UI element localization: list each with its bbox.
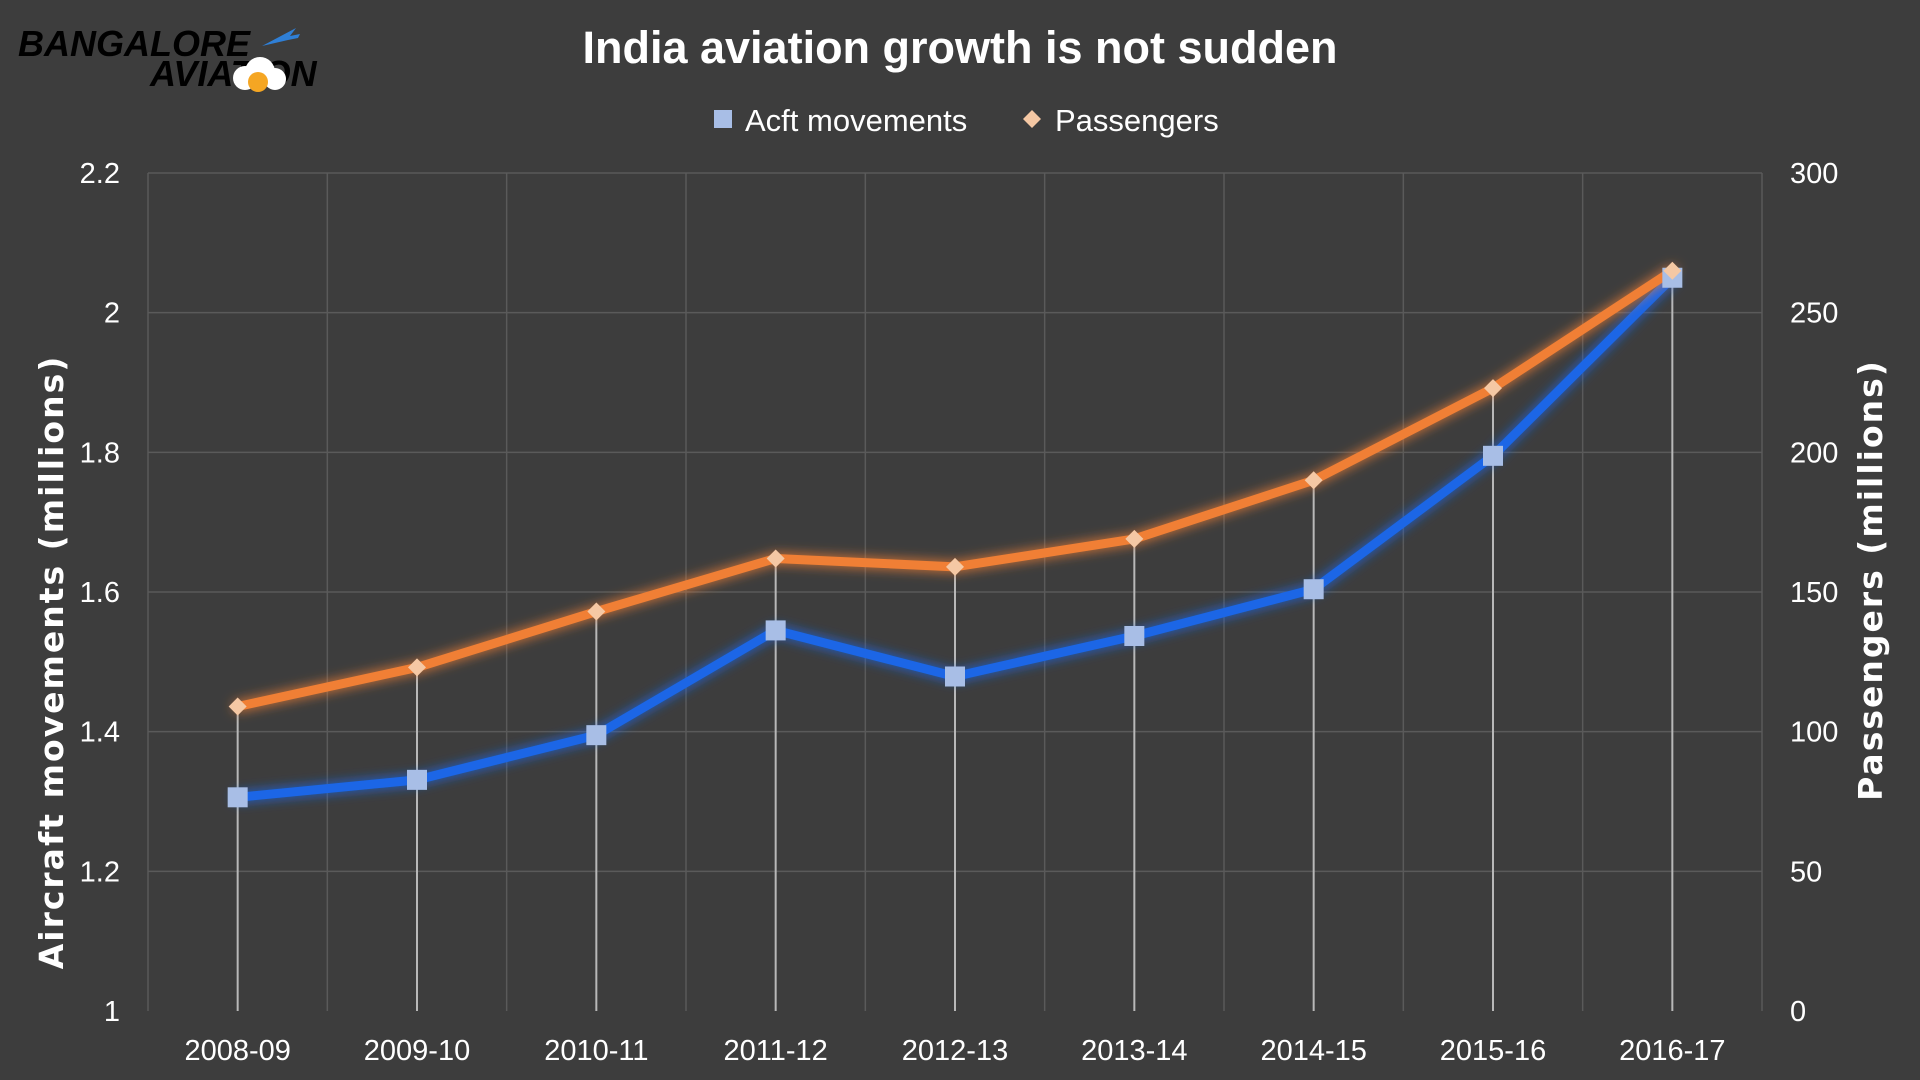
- legend-item-passengers: Passengers: [1006, 103, 1219, 138]
- data-point-acft-movements: [1303, 579, 1324, 600]
- x-tick-label: 2015-16: [1440, 1035, 1546, 1067]
- logo-line2: AVIATION: [149, 53, 318, 94]
- y-right-tick-label: 150: [1790, 577, 1838, 609]
- legend: Acft movements Passengers: [698, 103, 1219, 138]
- logo-line1: BANGALORE: [18, 23, 251, 64]
- x-tick-label: 2014-15: [1260, 1035, 1366, 1067]
- y-left-tick-label: 1.2: [80, 856, 120, 888]
- data-point-passengers: [766, 549, 785, 568]
- y-left-tick-label: 1: [104, 996, 120, 1028]
- y-left-tick-label: 2.2: [80, 158, 120, 190]
- airplane-icon: [262, 28, 300, 46]
- bangalore-aviation-logo: BANGALORE AVIATION: [18, 23, 318, 94]
- y-left-tick-label: 2: [104, 298, 120, 330]
- tick-labels: 1 0 1.2 50 1.4 100 1.6 150 1.8 200 2 250 2.2 300 2008-…: [80, 158, 1839, 1067]
- data-point-acft-movements: [586, 725, 607, 746]
- legend-label-passengers: Passengers: [1055, 103, 1219, 138]
- y-right-tick-label: 50: [1790, 856, 1822, 888]
- legend-marker-passengers: [1023, 110, 1041, 128]
- data-point-acft-movements: [407, 769, 427, 790]
- y-axis-left-title: Aircraft movements (millions): [32, 355, 71, 970]
- x-tick-label: 2010-11: [544, 1035, 648, 1067]
- legend-marker-acft-movements: [714, 110, 732, 128]
- data-point-passengers: [1304, 471, 1323, 490]
- x-tick-label: 2016-17: [1619, 1035, 1725, 1067]
- data-point-acft-movements: [1483, 445, 1503, 466]
- y-right-tick-label: 200: [1790, 437, 1838, 469]
- y-left-tick-label: 1.4: [80, 717, 120, 749]
- data-point-acft-movements: [1124, 625, 1145, 646]
- data-point-passengers: [408, 658, 426, 677]
- drop-lines: [236, 270, 1674, 1011]
- y-axis-right-title: Passengers (millions): [1851, 359, 1890, 801]
- data-point-acft-movements: [945, 666, 965, 687]
- y-right-tick-label: 100: [1790, 717, 1838, 749]
- series-markers: [227, 261, 1683, 808]
- x-tick-label: 2009-10: [364, 1035, 470, 1067]
- x-tick-label: 2013-14: [1081, 1035, 1187, 1067]
- y-left-tick-label: 1.6: [80, 577, 120, 609]
- data-point-passengers: [1484, 379, 1502, 398]
- data-point-passengers: [228, 697, 247, 716]
- y-right-tick-label: 0: [1790, 996, 1806, 1028]
- x-tick-label: 2011-12: [724, 1035, 828, 1067]
- data-point-acft-movements: [765, 620, 786, 641]
- y-left-tick-label: 1.8: [80, 437, 120, 469]
- data-point-passengers: [587, 602, 606, 621]
- legend-label-acft-movements: Acft movements: [745, 103, 967, 138]
- cloud-icon: [233, 57, 286, 92]
- x-tick-label: 2008-09: [184, 1035, 290, 1067]
- data-point-passengers: [1125, 529, 1144, 548]
- x-tick-label: 2012-13: [902, 1035, 1008, 1067]
- chart-title: India aviation growth is not sudden: [582, 22, 1337, 73]
- legend-item-acft-movements: Acft movements: [698, 103, 967, 138]
- y-right-tick-label: 300: [1790, 158, 1838, 190]
- y-right-tick-label: 250: [1790, 298, 1838, 330]
- data-point-acft-movements: [227, 787, 248, 808]
- data-point-passengers: [1663, 261, 1682, 280]
- data-point-passengers: [946, 557, 964, 576]
